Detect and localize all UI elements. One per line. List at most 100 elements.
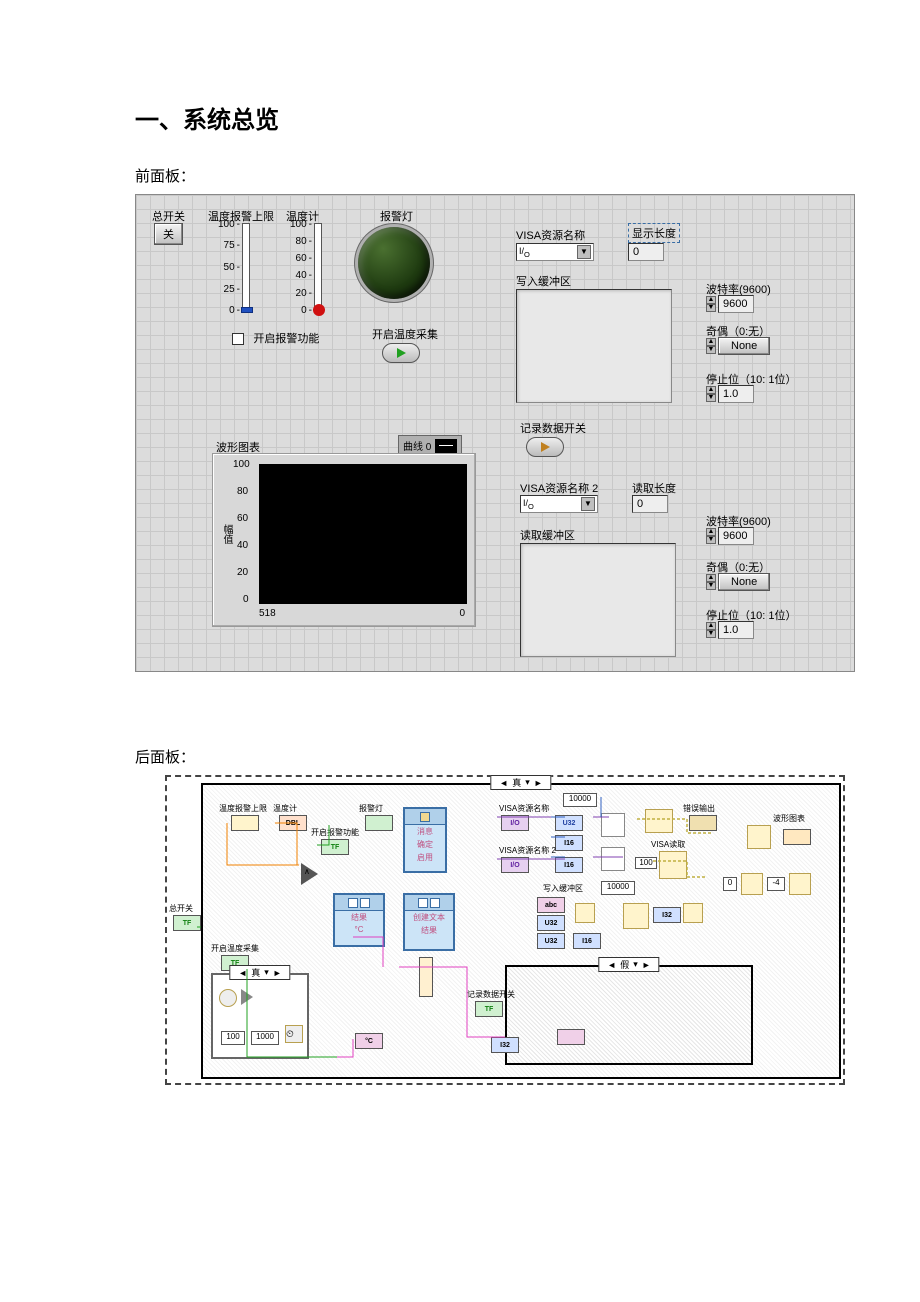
bd-visaread-label: VISA读取 xyxy=(651,839,685,850)
errout-terminal xyxy=(689,815,717,831)
u32-terminal-c: U32 xyxy=(537,933,565,949)
record-terminal: TF xyxy=(475,1001,503,1017)
stop1-spinner[interactable]: ▲▼ 1.0 xyxy=(706,385,754,403)
record-switch-label: 记录数据开关 xyxy=(520,420,586,436)
alarm-en-terminal: TF xyxy=(321,839,349,855)
bd-visa2-label: VISA资源名称 2 xyxy=(499,845,556,856)
waveform-chart[interactable]: 幅值 100 80 60 40 20 0 518 0 xyxy=(212,453,476,627)
alarm-enable-row[interactable]: 开启报警功能 xyxy=(232,330,319,346)
inner-case-selector[interactable]: ◄真▾► xyxy=(229,965,290,980)
visa-read-vi xyxy=(659,851,687,879)
serial-config-1 xyxy=(601,813,625,837)
page-heading: 一、系统总览 xyxy=(135,100,785,135)
writebuf-terminal: abc xyxy=(537,897,565,913)
alarm-limit-terminal xyxy=(231,815,259,831)
parity2-spinner[interactable]: ▲▼ None xyxy=(706,573,770,591)
record-switch-button[interactable] xyxy=(526,437,564,457)
express-buildtext-vi: 创建文本 结果 xyxy=(403,893,455,951)
array-index-vi xyxy=(789,873,811,895)
main-switch-button[interactable]: 关 xyxy=(154,223,183,245)
metronome-vi: ⏲ xyxy=(285,1025,303,1043)
bd-tempacq-label: 开启温度采集 xyxy=(211,943,259,954)
bundle-vi xyxy=(575,903,595,923)
visa1-label: VISA资源名称 xyxy=(516,227,585,243)
express-message-vi: 消息 确定 启用 xyxy=(403,807,447,873)
parity1-spinner[interactable]: ▲▼ None xyxy=(706,337,770,355)
display-len-label: 显示长度 xyxy=(628,223,680,243)
labview-front-panel: 总开关 关 温度报警上限 100 75 50 25 0 温度计 100 80 xyxy=(135,194,855,672)
chart-terminal xyxy=(783,829,811,845)
record-case-structure: ◄假▾► I32 xyxy=(505,965,753,1065)
read-len-value: 0 xyxy=(632,495,668,513)
close-vi xyxy=(683,903,703,923)
bd-chart-label: 波形图表 xyxy=(773,813,805,824)
serial-config-2 xyxy=(601,847,625,871)
bd-alarm-limit-label: 温度报警上限 xyxy=(219,803,267,814)
outer-case-selector[interactable]: ◄真▾► xyxy=(490,775,551,790)
const-100: 100 xyxy=(221,1031,245,1045)
i16-terminal-b: I16 xyxy=(555,857,583,873)
const-10000b: 10000 xyxy=(601,881,635,895)
while-loop: ◄真▾► 100 1000 ⏲ xyxy=(211,973,309,1059)
visa1-dropdown[interactable]: I/O ▼ xyxy=(516,243,594,261)
array-subset-vi xyxy=(741,873,763,895)
record-case-selector[interactable]: ◄假▾► xyxy=(598,957,659,972)
i16-terminal-a: I16 xyxy=(555,835,583,851)
thermo-terminal: DBL xyxy=(279,815,307,831)
thermometer: 100 80 60 40 20 0 xyxy=(286,223,322,311)
read-buf-label: 读取缓冲区 xyxy=(520,527,575,543)
write-buf-label: 写入缓冲区 xyxy=(516,273,571,289)
u32-terminal-b: U32 xyxy=(537,915,565,931)
const-100b: 100 xyxy=(635,857,657,869)
read-buf-textarea[interactable] xyxy=(520,543,676,657)
bd-mainsw-label: 总开关 xyxy=(169,903,193,914)
i16-terminal-c: I16 xyxy=(573,933,601,949)
chart-indicator-a xyxy=(747,825,771,849)
alarm-limit-slider[interactable]: 100 75 50 25 0 xyxy=(214,223,250,311)
write-buf-textarea[interactable] xyxy=(516,289,672,403)
wait-vi xyxy=(219,989,237,1007)
read-len-label: 读取长度 xyxy=(632,480,676,496)
string-terminal xyxy=(557,1029,585,1045)
alarm-led-label: 报警灯 xyxy=(380,208,413,224)
i32-terminal: I32 xyxy=(653,907,681,923)
const-1000: 1000 xyxy=(251,1031,279,1045)
display-len-value: 0 xyxy=(628,243,664,261)
visa-write-vi xyxy=(645,809,673,833)
stop2-spinner[interactable]: ▲▼ 1.0 xyxy=(706,621,754,639)
bd-alarm-en-label: 开启报警功能 xyxy=(311,827,359,838)
concat-node xyxy=(419,957,433,997)
chart-x-right: 0 xyxy=(459,608,465,619)
express-result-vi: 结果 °C xyxy=(333,893,385,947)
bd-alarm-led-label: 报警灯 xyxy=(359,803,383,814)
visa-write-vi-2 xyxy=(623,903,649,929)
temp-acq-label: 开启温度采集 xyxy=(372,326,438,342)
chart-x-left: 518 xyxy=(259,608,276,619)
baud2-spinner[interactable]: ▲▼ 9600 xyxy=(706,527,754,545)
alarm-enable-checkbox[interactable] xyxy=(232,333,244,345)
mainsw-terminal: TF xyxy=(173,915,201,931)
main-switch-label: 总开关 xyxy=(152,208,185,224)
visa2-terminal: I/O xyxy=(501,857,529,873)
const-0: 0 xyxy=(723,877,737,891)
compare-node-2 xyxy=(241,989,253,1005)
visa1-terminal: I/O xyxy=(501,815,529,831)
front-panel-label: 前面板： xyxy=(135,165,785,186)
temp-acq-button[interactable] xyxy=(382,343,420,363)
alarm-led-terminal xyxy=(365,815,393,831)
bd-thermo-label: 温度计 xyxy=(273,803,297,814)
bd-visa1-label: VISA资源名称 xyxy=(499,803,549,814)
i32-terminal-rec: I32 xyxy=(491,1037,519,1053)
labview-block-diagram: ◄真▾► 温度报警上限 温度计 DBL 开启报警功能 TF 报警灯 ∧ 消息 确… xyxy=(165,775,845,1085)
bd-errout-label: 错误输出 xyxy=(683,803,715,814)
visa2-dropdown[interactable]: I/O ▼ xyxy=(520,495,598,513)
alarm-led xyxy=(358,227,430,299)
baud1-spinner[interactable]: ▲▼ 9600 xyxy=(706,295,754,313)
u32-terminal-a: U32 xyxy=(555,815,583,831)
back-panel-label: 后面板： xyxy=(135,746,785,767)
alarm-enable-label: 开启报警功能 xyxy=(253,333,319,345)
const-10000a: 10000 xyxy=(563,793,597,807)
visa2-label: VISA资源名称 2 xyxy=(520,480,598,496)
bd-writebuf-label: 写入缓冲区 xyxy=(543,883,583,894)
const-n4: -4 xyxy=(767,877,785,891)
